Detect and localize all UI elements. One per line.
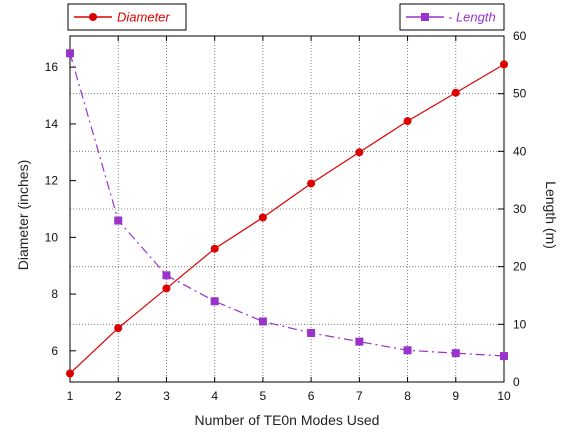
diameter-point xyxy=(451,88,460,97)
right-y-axis: 0 10 20 30 40 50 60 xyxy=(498,29,527,389)
x-tick-label: 3 xyxy=(163,389,170,403)
right-y-tick-label: 60 xyxy=(513,29,527,43)
left-y-tick-label: 16 xyxy=(45,60,59,74)
right-y-tick-label: 40 xyxy=(513,144,527,158)
x-tick-label: 2 xyxy=(115,389,122,403)
grid xyxy=(70,36,504,382)
x-tick-label: 1 xyxy=(67,389,74,403)
length-point xyxy=(307,328,316,337)
series-layer xyxy=(66,49,508,378)
diameter-point xyxy=(210,244,219,253)
left-y-axis: 6 8 10 12 14 16 xyxy=(45,60,76,358)
x-axis: 1 2 3 4 5 6 7 8 9 10 xyxy=(67,36,511,403)
series-line-diameter xyxy=(69,63,505,374)
length-point xyxy=(451,349,460,358)
length-point xyxy=(403,346,412,355)
x-tick-label: 8 xyxy=(404,389,411,403)
legend-length-marker xyxy=(421,13,429,21)
left-y-tick-label: 6 xyxy=(51,344,58,358)
length-point xyxy=(66,49,74,58)
legend-length-box xyxy=(399,3,505,31)
diameter-point xyxy=(355,148,364,157)
diameter-point xyxy=(162,284,171,293)
left-y-tick-label: 10 xyxy=(45,230,59,244)
length-point xyxy=(210,297,219,306)
right-y-tick-label: 50 xyxy=(513,87,527,101)
legend-diameter: Diameter xyxy=(67,3,187,31)
diameter-point xyxy=(403,117,412,126)
x-tick-label: 5 xyxy=(260,389,267,403)
diameter-point xyxy=(500,60,508,69)
legend-length-label: - Length xyxy=(448,10,496,25)
legend-length: - Length xyxy=(399,3,505,31)
right-y-tick-label: 10 xyxy=(513,317,527,331)
diameter-point xyxy=(258,213,267,222)
diameter-point xyxy=(66,369,74,378)
x-tick-label: 4 xyxy=(211,389,218,403)
left-y-tick-label: 12 xyxy=(45,174,59,188)
right-y-tick-label: 30 xyxy=(513,202,527,216)
right-y-tick-label: 0 xyxy=(513,375,520,389)
x-axis-title: Number of TE0n Modes Used xyxy=(195,412,380,428)
x-tick-label: 10 xyxy=(497,389,511,403)
diameter-point xyxy=(307,179,316,188)
x-tick-label: 6 xyxy=(308,389,315,403)
x-tick-label: 9 xyxy=(452,389,459,403)
diameter-point xyxy=(114,324,123,333)
length-point xyxy=(355,337,364,346)
series-line-length xyxy=(69,53,505,357)
length-point xyxy=(258,317,267,326)
legend-diameter-label: Diameter xyxy=(117,10,170,25)
left-y-tick-label: 8 xyxy=(51,287,58,301)
left-y-axis-title: Diameter (inches) xyxy=(15,160,31,270)
left-y-tick-label: 14 xyxy=(45,117,59,131)
length-point xyxy=(500,352,508,361)
length-point xyxy=(114,216,123,225)
length-point xyxy=(162,271,171,280)
x-tick-label: 7 xyxy=(356,389,363,403)
right-y-tick-label: 20 xyxy=(513,260,527,274)
right-y-axis-title: Length (m) xyxy=(543,181,559,249)
legend-diameter-marker xyxy=(89,13,97,21)
